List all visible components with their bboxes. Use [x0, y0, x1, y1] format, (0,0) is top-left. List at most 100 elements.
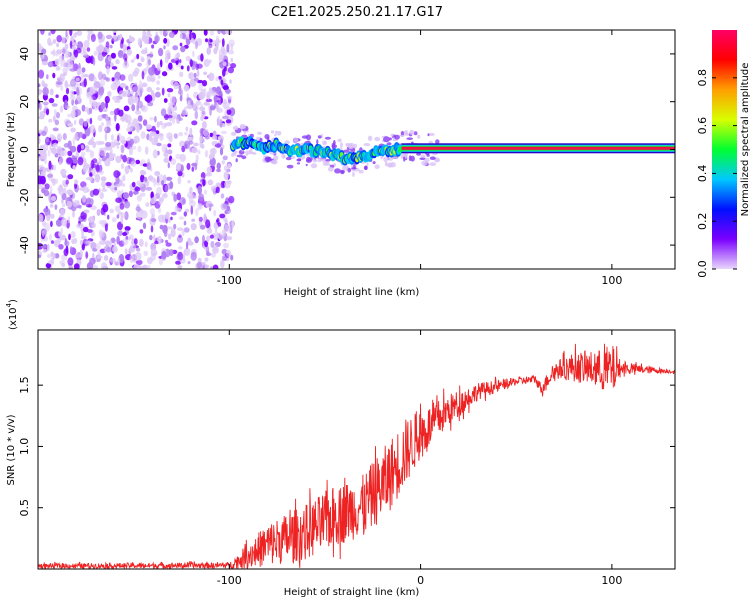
- noise-speckle: [124, 113, 128, 122]
- noise-speckle: [223, 165, 228, 172]
- noise-speckle: [130, 160, 137, 167]
- noise-speckle: [122, 44, 128, 52]
- noise-speckle: [98, 156, 102, 165]
- noise-speckle: [165, 242, 172, 247]
- signal-core-inner: [398, 146, 403, 153]
- noise-speckle: [178, 132, 184, 137]
- noise-speckle: [206, 93, 210, 100]
- noise-speckle: [79, 249, 83, 259]
- colorbar: 0.0 0.2 0.4 0.6 0.8 Normalized spectral ampli…: [696, 30, 750, 278]
- noise-speckle: [38, 183, 43, 190]
- noise-speckle: [230, 57, 234, 63]
- noise-speckle: [46, 74, 49, 80]
- noise-speckle: [191, 166, 195, 172]
- noise-speckle: [79, 239, 83, 246]
- noise-speckle: [183, 220, 187, 226]
- noise-speckle: [104, 126, 108, 132]
- noise-speckle: [128, 146, 133, 156]
- noise-speckle: [217, 115, 221, 123]
- y-tick-label: 0.5: [18, 499, 31, 517]
- multiplier-exponent: 4: [5, 302, 13, 307]
- noise-speckle: [178, 246, 183, 250]
- noise-speckle: [155, 91, 161, 98]
- signal-halo-blob: [435, 139, 440, 145]
- noise-speckle: [71, 46, 77, 50]
- noise-speckle: [172, 45, 179, 51]
- noise-speckle: [123, 53, 128, 61]
- noise-speckle: [146, 30, 151, 35]
- noise-speckle: [55, 94, 59, 98]
- multiplier-close: ): [8, 299, 19, 303]
- noise-speckle: [74, 179, 79, 185]
- noise-speckle: [54, 204, 58, 210]
- noise-speckle: [156, 186, 162, 196]
- noise-speckle: [192, 103, 197, 112]
- noise-speckle: [69, 246, 73, 253]
- noise-speckle: [163, 229, 168, 238]
- noise-speckle: [174, 57, 179, 61]
- noise-speckle: [76, 68, 82, 76]
- noise-speckle: [176, 118, 180, 124]
- noise-speckle: [119, 202, 125, 210]
- signal-halo-blob: [264, 156, 271, 162]
- noise-speckle: [47, 243, 50, 251]
- noise-speckle: [196, 261, 203, 269]
- noise-speckle: [205, 172, 213, 177]
- noise-speckle: [92, 248, 98, 252]
- noise-speckle: [72, 200, 79, 207]
- noise-speckle: [211, 252, 216, 258]
- noise-speckle: [225, 207, 231, 214]
- signal-halo-blob: [296, 162, 301, 165]
- noise-speckle: [42, 87, 49, 96]
- noise-speckle: [45, 108, 50, 116]
- noise-speckle: [81, 144, 84, 150]
- noise-speckle: [111, 77, 115, 82]
- noise-speckle: [117, 49, 124, 59]
- noise-speckle: [108, 55, 112, 62]
- noise-speckle: [64, 43, 69, 50]
- noise-speckle: [165, 239, 169, 244]
- noise-speckle: [198, 216, 203, 222]
- noise-speckle: [176, 52, 181, 59]
- noise-speckle: [207, 179, 214, 186]
- noise-speckle: [170, 158, 177, 165]
- signal-halo-blob: [325, 158, 331, 162]
- signal-halo-blob: [345, 167, 349, 170]
- noise-speckle: [107, 90, 112, 97]
- noise-speckle: [197, 79, 204, 84]
- colorbar-tick-label: 0.8: [696, 69, 709, 87]
- noise-speckle: [178, 83, 182, 91]
- noise-speckle: [136, 53, 140, 60]
- noise-speckle: [87, 33, 91, 42]
- noise-speckle: [124, 226, 131, 231]
- noise-speckle: [216, 219, 219, 223]
- noise-speckle: [59, 105, 64, 113]
- noise-speckle: [140, 266, 148, 269]
- noise-speckle: [220, 259, 225, 269]
- noise-speckle: [99, 141, 105, 145]
- noise-speckle: [204, 264, 210, 269]
- noise-speckle: [50, 257, 55, 266]
- noise-speckle: [142, 222, 147, 230]
- noise-speckle: [190, 205, 194, 215]
- noise-speckle: [70, 231, 76, 239]
- noise-speckle: [77, 156, 84, 166]
- noise-speckle: [104, 223, 108, 232]
- noise-speckle: [89, 86, 94, 96]
- x-tick-label: 100: [601, 274, 622, 287]
- noise-speckle: [190, 223, 197, 231]
- noise-speckle: [213, 95, 217, 104]
- noise-speckle: [216, 168, 221, 173]
- noise-speckle: [213, 209, 217, 217]
- noise-speckle: [129, 138, 134, 146]
- noise-speckle: [161, 144, 168, 153]
- noise-speckle: [122, 232, 128, 236]
- noise-speckle: [80, 211, 87, 220]
- noise-speckle: [42, 220, 47, 227]
- signal-halo-blob: [401, 153, 408, 160]
- signal-band-core: [401, 146, 675, 150]
- y-tick-label: 1.5: [18, 376, 31, 394]
- signal-halo-blob: [406, 137, 414, 140]
- noise-speckle: [163, 153, 169, 158]
- signal-halo-blob: [409, 129, 415, 135]
